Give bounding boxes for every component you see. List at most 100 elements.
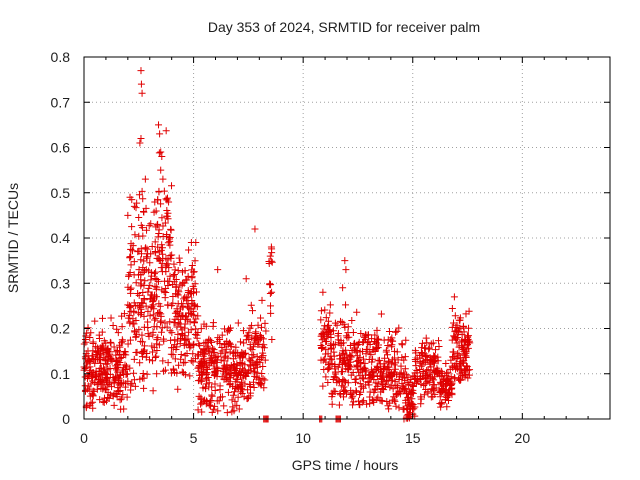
- data-point: [448, 305, 456, 313]
- data-point: [334, 330, 342, 338]
- data-point: [134, 271, 142, 279]
- data-point: [102, 347, 110, 355]
- data-point: [183, 303, 191, 311]
- data-point: [388, 372, 396, 380]
- data-point: [154, 220, 162, 228]
- data-point: [178, 368, 186, 376]
- data-point: [176, 259, 184, 267]
- data-point: [258, 370, 266, 378]
- data-point: [203, 398, 211, 406]
- data-point: [461, 349, 469, 357]
- data-point: [411, 356, 419, 364]
- data-point: [257, 381, 265, 389]
- data-point: [358, 383, 366, 391]
- data-point: [232, 343, 240, 351]
- data-point: [97, 359, 105, 367]
- data-point: [354, 357, 362, 365]
- data-point: [451, 375, 459, 383]
- data-point: [128, 223, 136, 231]
- data-point: [320, 325, 328, 333]
- data-point: [336, 390, 344, 398]
- data-point: [175, 310, 183, 318]
- data-point: [448, 323, 456, 331]
- data-point: [159, 222, 167, 230]
- data-point: [437, 403, 445, 411]
- data-point: [106, 391, 114, 399]
- data-point: [132, 333, 140, 341]
- data-point: [215, 397, 223, 405]
- data-point: [132, 316, 140, 324]
- data-point: [110, 390, 118, 398]
- data-point: [261, 376, 269, 384]
- data-point: [237, 385, 245, 393]
- data-point: [208, 359, 216, 367]
- data-point: [191, 302, 199, 310]
- data-point: [84, 382, 92, 390]
- data-point: [380, 336, 388, 344]
- data-point: [342, 266, 350, 274]
- data-point: [126, 364, 134, 372]
- data-point: [382, 346, 390, 354]
- data-point: [385, 327, 393, 335]
- data-point: [464, 344, 472, 352]
- data-point: [394, 389, 402, 397]
- data-point: [139, 208, 147, 216]
- data-point: [168, 251, 176, 259]
- data-point: [170, 260, 178, 268]
- data-point: [252, 328, 260, 336]
- data-point: [407, 390, 415, 398]
- y-tick-label: 0.4: [51, 230, 71, 246]
- data-point: [255, 374, 263, 382]
- data-point: [176, 320, 184, 328]
- data-point: [400, 384, 408, 392]
- data-point: [259, 352, 267, 360]
- data-point: [175, 254, 183, 262]
- data-point: [262, 327, 270, 335]
- data-point: [241, 380, 249, 388]
- data-point: [401, 365, 409, 373]
- data-point: [162, 288, 170, 296]
- data-point: [173, 369, 181, 377]
- data-point: [158, 286, 166, 294]
- data-point: [240, 351, 248, 359]
- data-point: [174, 330, 182, 338]
- data-point: [443, 403, 451, 411]
- data-point: [197, 348, 205, 356]
- data-point: [82, 332, 90, 340]
- data-point: [327, 333, 335, 341]
- data-point: [454, 326, 462, 334]
- data-point: [385, 405, 393, 413]
- data-point: [180, 341, 188, 349]
- data-point: [155, 149, 163, 157]
- data-point: [456, 360, 464, 368]
- data-point: [384, 341, 392, 349]
- data-point: [421, 344, 429, 352]
- data-point: [153, 283, 161, 291]
- data-point: [184, 272, 192, 280]
- data-point: [154, 196, 162, 204]
- data-point: [137, 67, 145, 75]
- y-tick-label: 0.1: [51, 366, 71, 382]
- data-point: [159, 335, 167, 343]
- data-point: [417, 362, 425, 370]
- x-axis-ticks: 0 5 10 15 20: [80, 57, 589, 446]
- x-tick-label: 20: [515, 430, 531, 446]
- data-point: [167, 336, 175, 344]
- data-point: [328, 360, 336, 368]
- data-point: [211, 402, 219, 410]
- data-point: [416, 358, 424, 366]
- data-point: [336, 351, 344, 359]
- data-point: [339, 284, 347, 292]
- data-point: [261, 319, 269, 327]
- data-point: [443, 377, 451, 385]
- data-point: [170, 319, 178, 327]
- data-point: [343, 389, 351, 397]
- data-point: [159, 357, 167, 365]
- data-point: [132, 279, 140, 287]
- data-point: [409, 382, 417, 390]
- data-point: [218, 331, 226, 339]
- data-point: [137, 80, 145, 88]
- data-point: [190, 318, 198, 326]
- data-point: [368, 396, 376, 404]
- data-point: [91, 317, 99, 325]
